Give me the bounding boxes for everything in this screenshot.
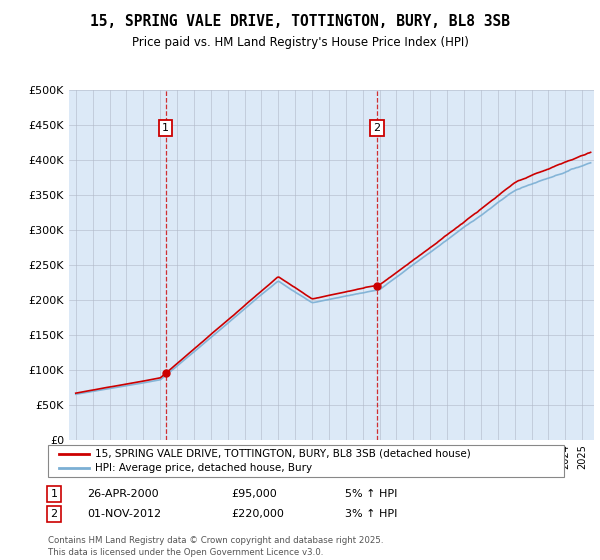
Text: 5% ↑ HPI: 5% ↑ HPI xyxy=(345,489,397,499)
Text: 15, SPRING VALE DRIVE, TOTTINGTON, BURY, BL8 3SB: 15, SPRING VALE DRIVE, TOTTINGTON, BURY,… xyxy=(90,14,510,29)
Text: 26-APR-2000: 26-APR-2000 xyxy=(87,489,158,499)
Text: Price paid vs. HM Land Registry's House Price Index (HPI): Price paid vs. HM Land Registry's House … xyxy=(131,36,469,49)
Text: HPI: Average price, detached house, Bury: HPI: Average price, detached house, Bury xyxy=(95,463,312,473)
Text: £95,000: £95,000 xyxy=(231,489,277,499)
Text: 2: 2 xyxy=(50,509,58,519)
Text: 15, SPRING VALE DRIVE, TOTTINGTON, BURY, BL8 3SB (detached house): 15, SPRING VALE DRIVE, TOTTINGTON, BURY,… xyxy=(95,449,470,459)
Text: 2: 2 xyxy=(373,123,380,133)
Text: 1: 1 xyxy=(162,123,169,133)
Text: Contains HM Land Registry data © Crown copyright and database right 2025.
This d: Contains HM Land Registry data © Crown c… xyxy=(48,536,383,557)
Text: 3% ↑ HPI: 3% ↑ HPI xyxy=(345,509,397,519)
Text: 1: 1 xyxy=(50,489,58,499)
Text: 01-NOV-2012: 01-NOV-2012 xyxy=(87,509,161,519)
Text: £220,000: £220,000 xyxy=(231,509,284,519)
